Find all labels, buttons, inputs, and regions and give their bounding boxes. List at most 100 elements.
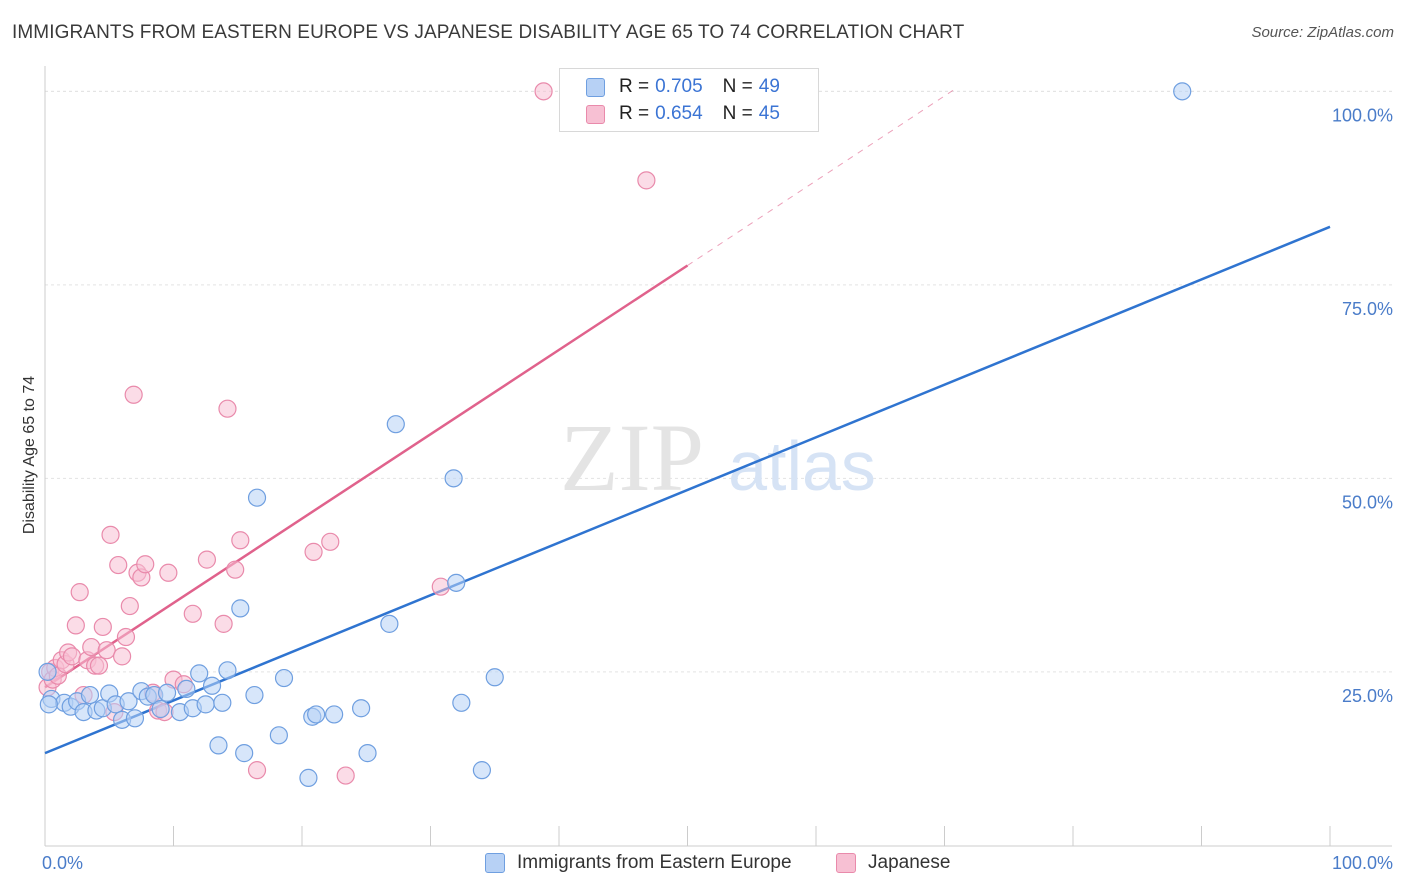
axis-labels: 25.0% 50.0% 75.0% 100.0% 0.0% 100.0% [42,105,1393,873]
data-point-japanese [82,637,101,657]
series-swatch-blue [485,853,505,873]
data-point-eastern-europe [299,768,318,787]
data-point-eastern-europe [358,744,377,763]
data-point-japanese [226,560,245,579]
legend-r-label: R = [619,76,650,97]
data-point-japanese [89,656,109,675]
watermark-atlas: atlas [728,427,876,505]
data-point-eastern-europe [209,736,228,755]
data-point-japanese [218,399,237,418]
data-point-eastern-europe [352,699,371,718]
data-point-eastern-europe [245,685,264,705]
y-tick-label: 75.0% [1342,299,1393,319]
data-point-japanese [70,583,89,602]
data-point-japanese [637,171,656,190]
legend-swatch-blue [586,77,605,97]
axes [44,66,1392,847]
data-point-eastern-europe [125,709,145,728]
data-point-japanese [183,604,202,623]
data-point-eastern-europe [177,679,196,698]
chart-title: IMMIGRANTS FROM EASTERN EUROPE VS JAPANE… [12,22,965,43]
legend-r-label: R = [619,103,650,124]
trend-line-eastern-europe [44,225,1331,755]
data-point-japanese [304,542,323,561]
series-legend-label: Japanese [868,852,951,873]
legend-n-label: N = [722,76,753,97]
data-point-japanese [116,627,136,647]
data-point-eastern-europe [157,683,177,702]
data-point-eastern-europe [80,685,100,705]
data-point-eastern-europe [1173,82,1192,101]
legend-n-label: N = [722,103,753,124]
watermark: ZIP atlas [560,404,876,511]
legend-row-eastern-europe: R = 0.705 N = 49 [586,74,780,100]
series-swatch-pink [836,853,856,873]
correlation-legend: R = 0.705 N = 49 R = 0.654 N = 45 [559,68,819,132]
series-legend-label: Immigrants from Eastern Europe [517,852,792,873]
data-point-japanese [214,614,233,633]
legend-row-japanese: R = 0.654 N = 45 [586,101,780,127]
y-axis-label: Disability Age 65 to 74 [21,376,38,534]
legend-r-value: 0.705 [655,76,703,97]
data-point-japanese [66,616,85,635]
y-tick-label: 25.0% [1342,686,1393,706]
data-point-eastern-europe [472,761,491,780]
data-point-eastern-europe [274,668,294,688]
data-point-eastern-europe [386,415,405,434]
data-point-japanese [101,525,120,544]
x-tick-label: 100.0% [1332,853,1393,873]
data-point-eastern-europe [39,695,58,714]
data-point-eastern-europe [307,705,326,724]
legend-r-value: 0.654 [655,103,703,124]
data-point-japanese [97,641,116,660]
trend-line-japanese [44,264,689,689]
legend-n-value: 45 [758,103,780,124]
watermark-zip: ZIP [560,404,704,511]
data-point-eastern-europe [218,661,237,680]
data-point-japanese [197,550,217,569]
data-point-japanese [124,385,143,404]
data-point-eastern-europe [202,676,222,695]
data-point-eastern-europe [213,693,232,712]
data-point-japanese [62,647,82,666]
trend-line-japanese-extension [687,87,958,266]
series-legend-eastern-europe: Immigrants from Eastern Europe [485,852,792,874]
data-point-japanese [93,617,112,637]
data-point-eastern-europe [151,699,170,719]
data-point-eastern-europe [231,599,250,618]
data-point-japanese [431,577,450,596]
legend-n-value: 49 [758,76,780,97]
data-point-eastern-europe [190,664,209,683]
data-point-eastern-europe [196,695,215,714]
data-point-eastern-europe [269,726,288,745]
data-point-japanese [109,555,128,575]
data-point-eastern-europe [452,693,471,712]
x-tick-label: 0.0% [42,853,83,873]
series-legend-japanese: Japanese [836,852,950,874]
grid-lines [45,90,1392,673]
data-point-eastern-europe [380,614,399,633]
data-point-eastern-europe [325,705,344,724]
y-tick-label: 50.0% [1342,492,1393,512]
data-point-japanese [159,563,178,582]
trend-lines [44,87,1331,755]
source-label: Source: ZipAtlas.com [1251,24,1394,41]
data-point-eastern-europe [247,488,267,507]
data-point-japanese [321,532,340,551]
data-point-japanese [247,761,267,780]
data-point-eastern-europe [444,469,463,488]
legend-swatch-pink [586,104,605,124]
data-point-japanese [112,647,132,666]
data-point-japanese [231,531,250,550]
data-point-eastern-europe [447,573,466,592]
data-point-japanese [136,555,155,574]
data-point-eastern-europe [38,662,57,681]
y-tick-label: 100.0% [1332,105,1393,125]
data-point-japanese [120,596,139,616]
data-point-eastern-europe [485,668,504,687]
data-point-eastern-europe [235,744,254,763]
data-point-japanese [534,82,553,101]
data-points [38,82,1192,787]
data-point-japanese [336,766,355,785]
